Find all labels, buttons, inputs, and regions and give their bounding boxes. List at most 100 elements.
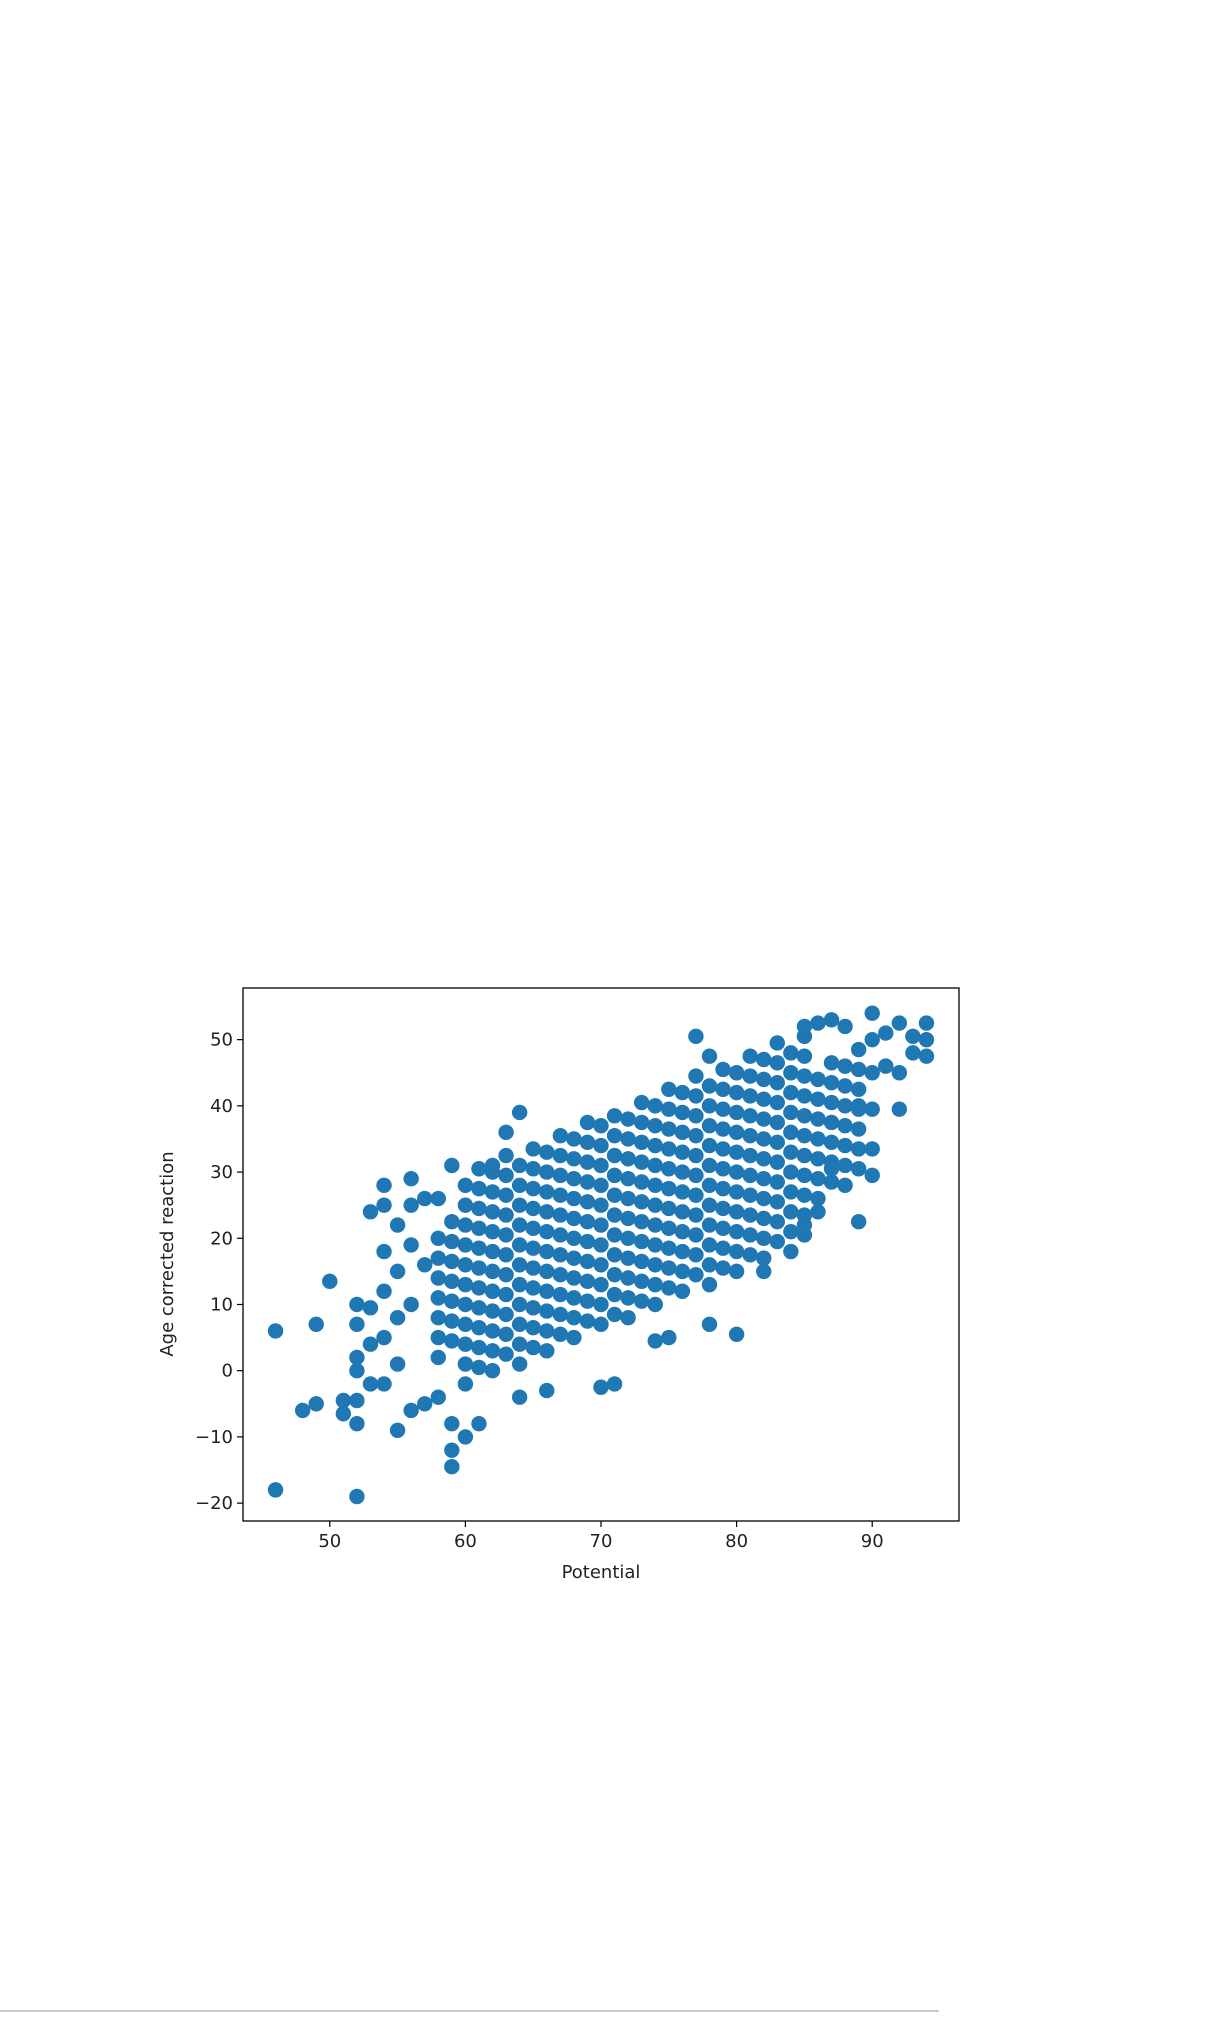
scatter-point [539,1343,555,1359]
scatter-point [525,1280,541,1296]
scatter-point [471,1319,487,1336]
scatter-point [457,1429,474,1445]
scatter-point [728,1184,745,1200]
scatter-point [430,1230,446,1246]
scatter-point [389,1422,406,1438]
scatter-point [633,1214,650,1230]
scatter-point [728,1124,745,1141]
scatter-point [837,1157,853,1174]
scatter-point [484,1363,501,1379]
scatter-point [620,1170,636,1187]
scatter-point [498,1187,514,1203]
scatter-point [498,1207,514,1223]
scatter-point [539,1323,555,1339]
scatter-point [688,1247,704,1263]
scatter-point [511,1257,528,1273]
scatter-point [783,1065,799,1081]
x-tick-label: 60 [454,1531,477,1552]
scatter-point [715,1161,731,1177]
scatter-point [783,1204,799,1220]
scatter-point [498,1266,514,1283]
scatter-point [715,1061,731,1078]
scatter-point [552,1286,569,1303]
scatter-point [837,1058,853,1074]
scatter-point [647,1137,663,1154]
scatter-point [633,1094,650,1111]
x-axis-label: Potential [562,1562,641,1583]
scatter-point [539,1263,555,1280]
scatter-point [566,1329,582,1346]
scatter-point [593,1276,609,1293]
scatter-point [850,1081,867,1098]
scatter-point [444,1293,460,1309]
scatter-point [579,1313,596,1329]
scatter-point [756,1170,772,1187]
scatter-point [444,1415,460,1432]
scatter-point [864,1141,880,1157]
scatter-point [579,1114,596,1131]
scatter-point [674,1164,691,1180]
scatter-point [471,1180,487,1197]
scatter-point [728,1243,745,1260]
y-tick-label: 0 [222,1361,233,1382]
scatter-point [525,1200,541,1217]
scatter-point [715,1101,731,1117]
scatter-point [552,1207,569,1223]
scatter-point [335,1406,352,1422]
scatter-point [837,1177,853,1194]
scatter-point [606,1147,623,1164]
scatter-point [701,1237,718,1253]
scatter-point [647,1098,663,1114]
scatter-point [674,1223,691,1240]
scatter-point [756,1071,772,1088]
scatter-point [661,1161,677,1177]
scatter-point [728,1084,745,1101]
scatter-point [349,1415,365,1432]
ticks: 50 60 70 80 90 −20 −10 0 10 20 30 40 50 [195,1030,884,1552]
scatter-point [715,1081,731,1098]
scatter-point [620,1310,636,1326]
scatter-point [674,1144,691,1160]
scatter-point [511,1389,528,1405]
scatter-point [376,1177,392,1194]
scatter-point [417,1257,433,1273]
scatter-point [566,1151,582,1167]
scatter-point [837,1137,853,1154]
scatter-point [728,1263,745,1280]
scatter-point [457,1296,474,1313]
scatter-point [756,1210,772,1227]
scatter-point [484,1263,501,1280]
scatter-point [349,1316,365,1333]
scatter-point [891,1015,908,1031]
y-tick-label: 30 [210,1162,233,1183]
scatter-point [593,1177,609,1194]
scatter-point [783,1184,799,1200]
scatter-point [688,1068,704,1084]
scatter-point [728,1326,745,1342]
scatter-point [823,1134,840,1150]
scatter-point [918,1015,935,1031]
scatter-point [837,1098,853,1114]
scatter-point [769,1214,785,1230]
scatter-point [742,1167,758,1184]
scatter-point [389,1263,406,1280]
axes-frame [242,987,960,1522]
scatter-point [308,1396,324,1412]
scatter-point [701,1177,718,1194]
scatter-point [539,1303,555,1319]
scatter-point [349,1349,365,1366]
scatter-point [620,1210,636,1227]
scatter-point [756,1131,772,1147]
scatter-point [498,1326,514,1342]
scatter-point [511,1237,528,1253]
scatter-point [511,1356,528,1372]
scatter-point [457,1197,474,1213]
scatter-point [769,1055,785,1071]
scatter-point [389,1356,406,1372]
scatter-point [701,1137,718,1154]
scatter-point [498,1306,514,1323]
scatter-point [661,1101,677,1117]
scatter-point [918,1031,935,1048]
scatter-point [796,1187,813,1203]
scatter-point [756,1151,772,1167]
